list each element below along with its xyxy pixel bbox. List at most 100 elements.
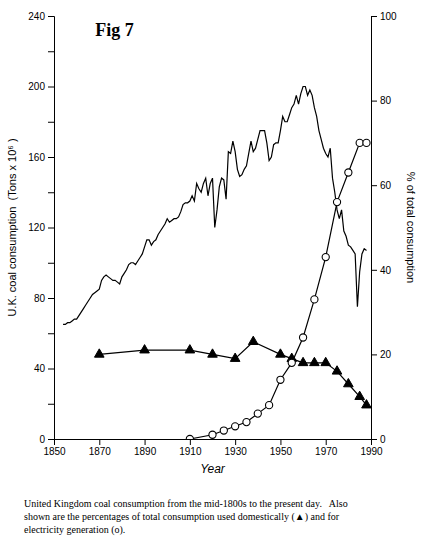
tick — [48, 51, 54, 52]
caption: United Kingdom coal consumption from the… — [24, 498, 348, 536]
tick-mark — [48, 369, 54, 370]
marker — [230, 353, 240, 361]
marker — [344, 378, 354, 386]
marker — [288, 359, 295, 366]
tick: 1850 — [43, 439, 66, 457]
axis-line — [55, 440, 372, 446]
tick-mark — [48, 122, 54, 123]
tick-label: 1870 — [89, 446, 112, 457]
tick-mark — [371, 439, 377, 440]
marker — [298, 357, 308, 365]
marker — [356, 139, 363, 146]
tick-label: 1930 — [225, 446, 248, 457]
marker — [232, 423, 239, 430]
marker — [243, 418, 250, 425]
y2-axis-title: % of total consumption — [405, 172, 417, 283]
tick-label: 80 — [34, 293, 46, 304]
tick-mark — [145, 439, 146, 445]
tick-label: 1990 — [360, 446, 383, 457]
tick: 240 — [28, 11, 54, 22]
marker — [333, 199, 340, 206]
y-axis: 0 40 80 120 160 200 240 — [28, 11, 54, 445]
tick-mark — [48, 439, 54, 440]
plot: 1850187018901910193019501970199004080120… — [6, 11, 417, 476]
marker — [363, 139, 370, 146]
tick-mark — [48, 192, 54, 193]
tick-label: 1910 — [179, 446, 202, 457]
tick-mark — [190, 439, 191, 445]
tick-mark — [48, 228, 54, 229]
marker — [185, 345, 195, 353]
marker — [362, 400, 371, 408]
marker — [311, 296, 318, 303]
caption-line: shown are the percentages of total consu… — [24, 511, 340, 523]
marker — [345, 169, 352, 176]
caption-line: electricity generation (o). — [24, 524, 125, 536]
tick — [48, 404, 54, 405]
tick: 0 — [39, 434, 54, 445]
marker — [321, 357, 331, 365]
tick: 40 — [34, 363, 54, 374]
tick-label: 80 — [380, 95, 392, 106]
tick: 80 — [34, 293, 54, 304]
tick: 1930 — [225, 439, 248, 457]
marker — [355, 391, 365, 399]
y2-axis: 0 20 40 60 80 100 — [371, 11, 397, 445]
tick — [48, 122, 54, 123]
tick-label: 60 — [380, 180, 392, 191]
marker — [322, 254, 329, 261]
tick: 1890 — [134, 439, 157, 457]
tick-mark — [48, 404, 54, 405]
tick-mark — [371, 16, 377, 17]
tick-mark — [326, 439, 327, 445]
marker — [332, 366, 342, 374]
x-axis: 1850 1870 1890 1910 1930 1950 1970 1990 — [43, 439, 383, 457]
tick: 200 — [28, 81, 54, 92]
tick: 160 — [28, 152, 54, 163]
marker — [140, 345, 150, 353]
tick: 80 — [371, 95, 392, 106]
tick: 1910 — [179, 439, 202, 457]
tick: 1970 — [315, 439, 338, 457]
axis-line — [48, 17, 55, 440]
marker — [220, 427, 227, 434]
tick: 120 — [28, 222, 54, 233]
tick-label: 1850 — [43, 446, 66, 457]
tick-mark — [48, 87, 54, 88]
tick-label: 0 — [380, 434, 386, 445]
tick: 60 — [371, 180, 392, 191]
tick-mark — [48, 298, 54, 299]
marker — [310, 357, 320, 365]
tick: 0 — [371, 434, 386, 445]
tick-mark — [371, 270, 377, 271]
x-axis-title: Year — [200, 462, 226, 476]
tick-label: 40 — [380, 265, 392, 276]
tick: 40 — [371, 265, 392, 276]
tick-mark — [48, 157, 54, 158]
tick-mark — [235, 439, 236, 445]
marker — [248, 336, 258, 344]
caption-line: United Kingdom coal consumption from the… — [24, 498, 348, 509]
marker — [209, 431, 216, 438]
tick-label: 200 — [28, 81, 45, 92]
tick-label: 1970 — [315, 446, 338, 457]
marker — [186, 435, 193, 439]
line — [190, 143, 367, 439]
tick-label: 20 — [380, 349, 392, 360]
marks — [63, 87, 371, 440]
marker — [276, 349, 286, 357]
tick-mark — [371, 101, 377, 102]
marker — [208, 349, 218, 357]
tick-label: 240 — [28, 11, 45, 22]
tick: 1870 — [89, 439, 112, 457]
tick-mark — [371, 354, 377, 355]
chart: 1850187018901910193019501970199004080120… — [0, 0, 425, 557]
tick-label: 0 — [39, 434, 45, 445]
tick: 100 — [371, 11, 397, 22]
tick: 1950 — [270, 439, 293, 457]
tick-mark — [99, 439, 100, 445]
tick-mark — [280, 439, 281, 445]
tick-mark — [48, 16, 54, 17]
tick — [48, 263, 54, 264]
axis-line — [372, 17, 378, 440]
